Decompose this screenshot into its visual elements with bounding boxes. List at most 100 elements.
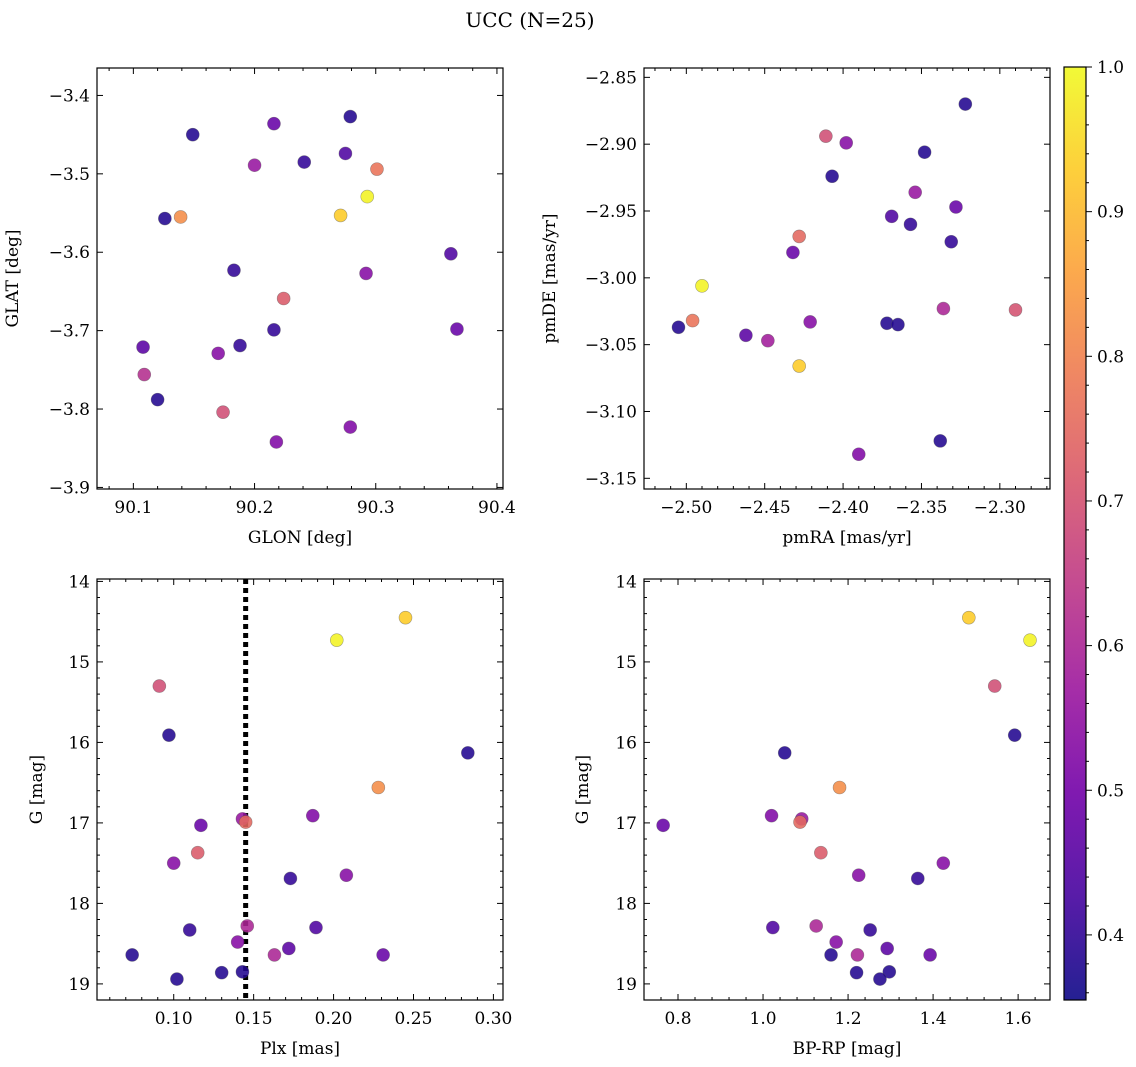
scatter-point (863, 923, 877, 937)
scatter-point (152, 679, 167, 693)
scatter-point (824, 948, 838, 962)
scatter-point (880, 941, 894, 956)
scatter-point (917, 145, 932, 159)
y-axis-label: G [mag] (573, 755, 593, 824)
y-tick-label: 15 (68, 653, 90, 673)
y-tick-label: −3.4 (49, 86, 90, 106)
axes-frame (643, 67, 1051, 490)
y-tick-label: −3.7 (49, 322, 90, 342)
y-tick-label: −2.85 (585, 68, 637, 88)
x-axis-label: Plx [mas] (260, 1039, 340, 1059)
scatter-point (792, 229, 806, 244)
scatter-point (360, 189, 375, 204)
x-tick-label: 90.1 (114, 498, 152, 518)
axes-frame (96, 578, 504, 1001)
scatter-point (230, 935, 245, 949)
scatter-point (891, 317, 905, 332)
scatter-point (850, 948, 865, 962)
scatter-point (162, 728, 176, 742)
colorbar-tick-label: 1.0 (1097, 58, 1124, 78)
scatter-point (786, 245, 800, 260)
x-tick-label: 1.4 (920, 1009, 947, 1029)
scatter-point (305, 808, 320, 823)
colorbar: 0.4 0.5 0.6 0.7 0.8 0.9 1.0 (1063, 58, 1124, 1001)
scatter-points (136, 109, 464, 449)
scatter-point (819, 129, 833, 143)
scatter-point (803, 315, 817, 329)
x-tick-label: 0.15 (235, 1009, 273, 1029)
colorbar-tick-label: 0.6 (1097, 637, 1124, 657)
x-tick-label: 0.10 (155, 1009, 193, 1029)
scatter-point (903, 217, 918, 232)
scatter-point (158, 211, 172, 226)
y-tick-label: 18 (615, 894, 637, 914)
scatter-point (461, 746, 475, 760)
scatter-point (343, 109, 358, 124)
scatter-point (240, 919, 255, 933)
scatter-point (851, 868, 866, 883)
x-tick-label: −2.45 (739, 498, 791, 518)
scatter-point (150, 392, 165, 407)
x-tick-label: −2.40 (817, 498, 869, 518)
scatter-point (194, 818, 208, 833)
scatter-point (1023, 633, 1037, 647)
scatter-point (398, 610, 413, 625)
scatter-point (1008, 303, 1023, 317)
scatter-point (267, 116, 281, 131)
scatter-point (238, 815, 253, 829)
scatter-point (170, 972, 184, 986)
y-tick-label: 19 (615, 975, 637, 995)
y-tick-label: −3.05 (585, 336, 637, 356)
scatter-point (908, 185, 922, 200)
scatter-point (371, 780, 386, 795)
scatter-point (792, 359, 806, 373)
scatter-point (936, 856, 951, 870)
scatter-point (235, 965, 250, 979)
scatter-point (276, 291, 291, 306)
axes-frame (96, 67, 504, 490)
scatter-point (343, 420, 358, 434)
y-tick-label: −3.00 (585, 269, 637, 289)
scatter-point (944, 234, 959, 249)
scatter-point (949, 200, 963, 214)
y-tick-label: 15 (615, 653, 637, 673)
scatter-point (936, 301, 951, 316)
x-tick-label: 90.3 (357, 498, 395, 518)
y-tick-label: 18 (68, 894, 90, 914)
y-tick-label: −3.6 (49, 243, 90, 263)
y-tick-label: 16 (68, 733, 90, 753)
scatter-point (370, 162, 384, 176)
scatter-point (739, 328, 753, 343)
colorbar-frame (1063, 66, 1087, 1001)
scatter-point (825, 169, 839, 184)
panel-3: 0.10 0.15 0.20 0.25 0.30 14 15 16 17 18 19 Plx [mas… (27, 572, 512, 1059)
scatter-point (695, 279, 709, 293)
y-tick-label: 19 (68, 975, 90, 995)
scatter-point (227, 263, 241, 278)
scatter-point (851, 447, 866, 462)
x-tick-label: 0.25 (395, 1009, 433, 1029)
y-axis-label: GLAT [deg] (3, 229, 23, 327)
scatter-point (961, 610, 976, 625)
x-axis-label: pmRA [mas/yr] (782, 528, 911, 548)
y-tick-label: 14 (615, 572, 637, 592)
scatter-point (359, 266, 373, 281)
scatter-point (766, 920, 780, 935)
scatter-point (829, 935, 843, 949)
scatter-point (190, 845, 205, 860)
colorbar-tick-label: 0.4 (1097, 926, 1124, 946)
axes-frame (643, 578, 1051, 1001)
scatter-point (216, 405, 230, 419)
y-tick-label: 17 (615, 814, 637, 834)
scatter-point (309, 920, 323, 935)
scatter-point (444, 247, 458, 261)
scatter-point (671, 320, 686, 335)
scatter-point (685, 313, 700, 328)
x-tick-label: 0.8 (664, 1009, 691, 1029)
scatter-point (267, 323, 281, 337)
y-tick-label: −3.8 (49, 400, 90, 420)
x-tick-label: 1.2 (835, 1009, 862, 1029)
y-tick-label: 14 (68, 572, 90, 592)
scatter-point (832, 780, 847, 795)
scatter-point (923, 948, 937, 962)
